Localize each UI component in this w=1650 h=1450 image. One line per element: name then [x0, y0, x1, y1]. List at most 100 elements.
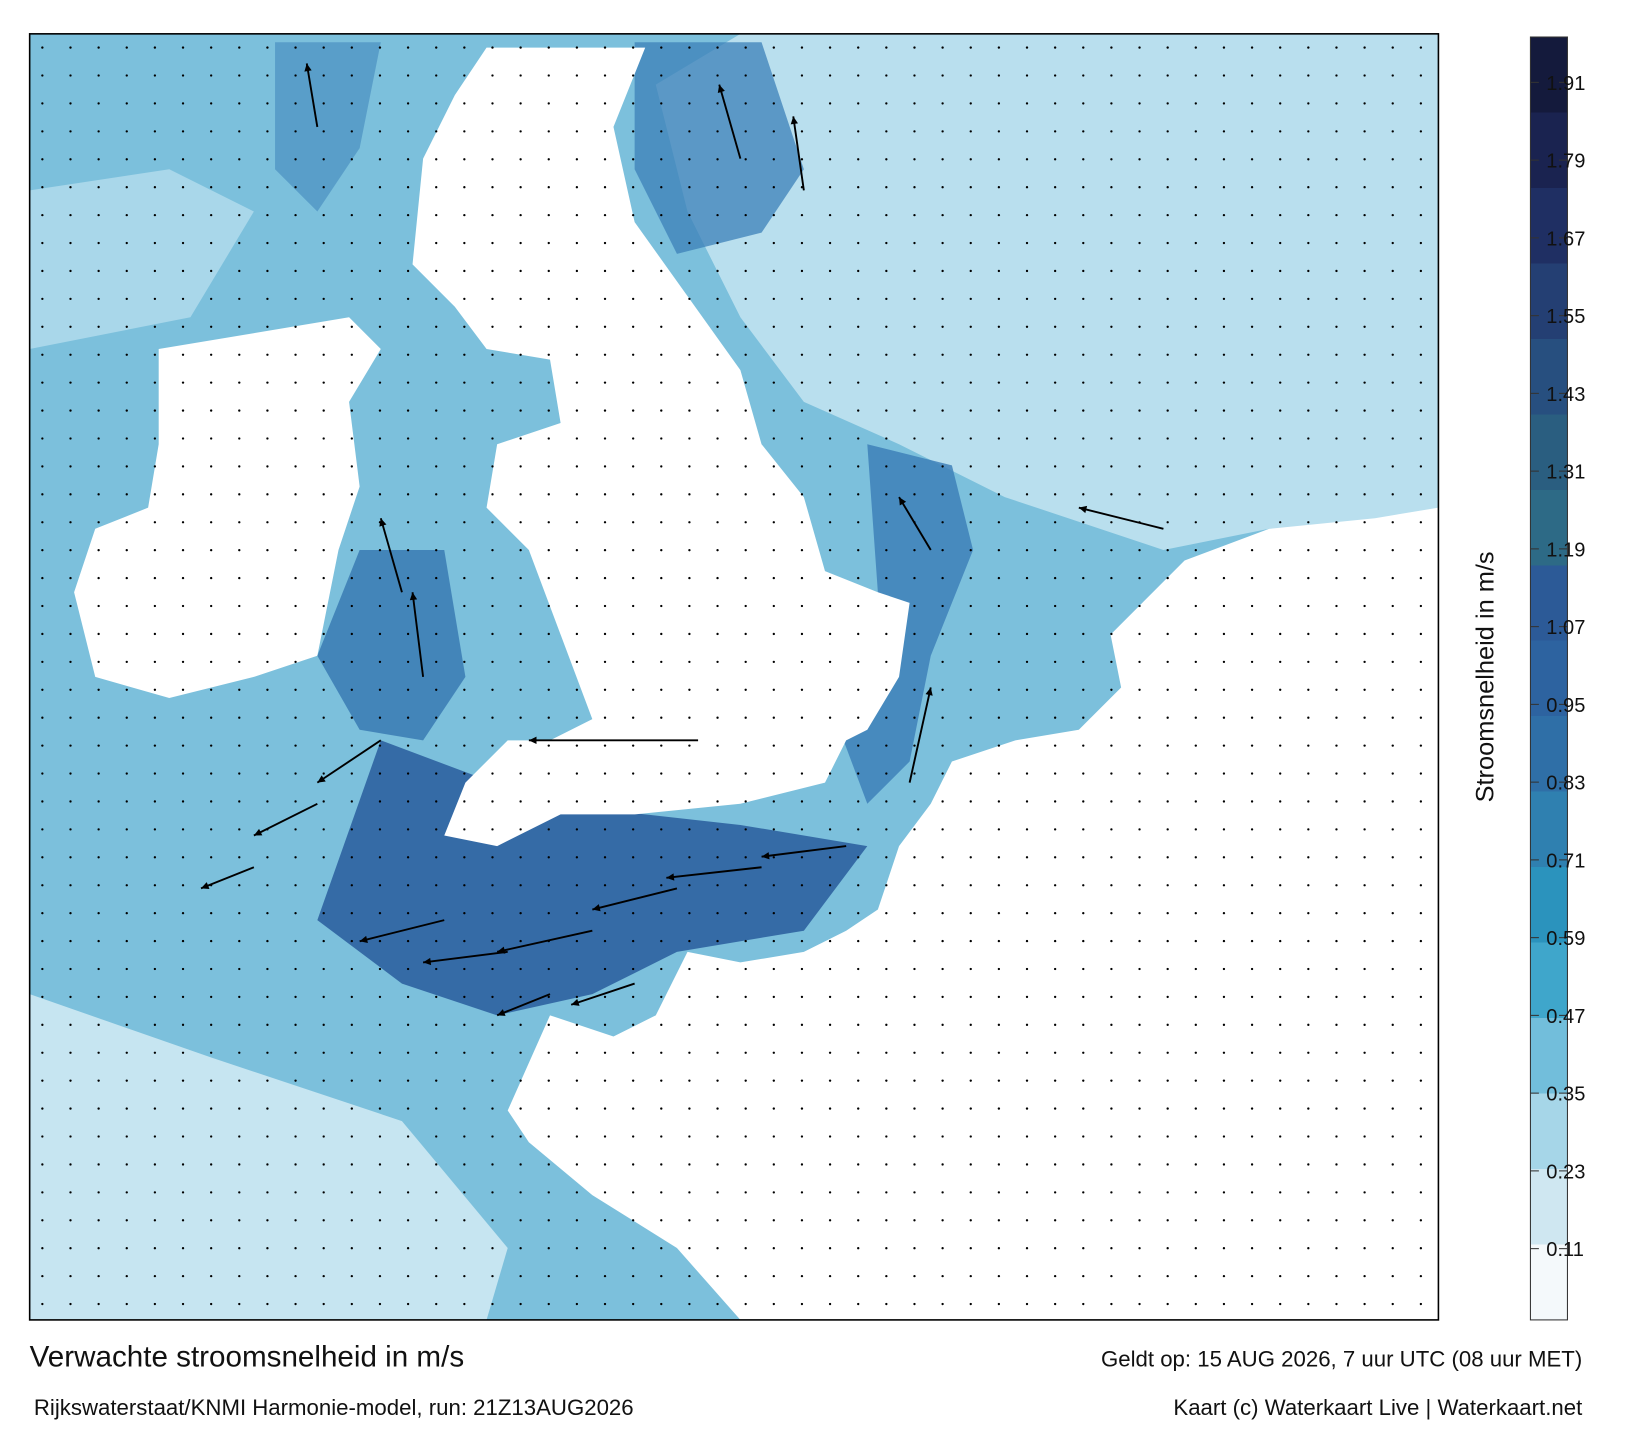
grid-dot: [547, 102, 550, 105]
grid-dot: [519, 325, 522, 328]
grid-dot: [1025, 102, 1029, 105]
grid-dot: [1138, 158, 1141, 161]
grid-dot: [828, 716, 832, 719]
grid-dot: [800, 1302, 804, 1306]
grid-dot: [631, 744, 635, 747]
grid-dot: [1110, 213, 1113, 217]
grid-dot: [97, 549, 100, 552]
grid-dot: [406, 1163, 410, 1166]
grid-dot: [1053, 213, 1057, 217]
grid-dot: [603, 856, 607, 859]
grid-dot: [603, 716, 607, 719]
grid-dot: [266, 884, 269, 887]
grid-dot: [660, 967, 663, 971]
grid-dot: [547, 995, 550, 999]
grid-dot: [1166, 325, 1169, 328]
grid-dot: [997, 297, 1001, 301]
grid-dot: [125, 1079, 128, 1082]
grid-dot: [603, 688, 607, 691]
grid-dot: [660, 241, 663, 245]
grid-dot: [688, 1023, 691, 1026]
grid-dot: [1391, 939, 1394, 943]
grid-dot: [969, 1274, 972, 1278]
grid-dot: [435, 521, 438, 524]
grid-dot: [209, 1274, 213, 1278]
grid-dot: [1025, 716, 1029, 719]
grid-dot: [125, 437, 128, 440]
grid-dot: [125, 800, 128, 803]
grid-dot: [491, 381, 494, 384]
grid-dot: [1082, 911, 1085, 915]
grid-dot: [153, 46, 157, 49]
grid-dot: [350, 1079, 353, 1082]
grid-dot: [660, 1079, 663, 1082]
grid-dot: [1138, 1135, 1141, 1138]
grid-dot: [1194, 1191, 1197, 1194]
grid-dot: [772, 241, 775, 245]
grid-dot: [1363, 772, 1366, 775]
grid-dot: [969, 158, 972, 161]
grid-dot: [322, 437, 325, 440]
grid-dot: [238, 995, 241, 999]
grid-dot: [1391, 688, 1394, 691]
grid-dot: [660, 939, 663, 943]
grid-dot: [716, 74, 719, 77]
grid-dot: [125, 213, 128, 217]
arrow-shaft: [411, 592, 425, 677]
grid-dot: [716, 325, 719, 328]
grid-dot: [463, 604, 466, 608]
grid-dot: [1194, 269, 1197, 273]
grid-dot: [1279, 102, 1282, 105]
grid-dot: [772, 353, 775, 356]
grid-dot: [1222, 186, 1226, 189]
grid-dot: [828, 381, 832, 384]
grid-dot: [378, 46, 382, 49]
grid-dot: [1335, 660, 1338, 664]
grid-dot: [575, 1051, 579, 1054]
grid-dot: [69, 856, 72, 859]
grid-dot: [547, 660, 550, 664]
grid-dot: [350, 158, 353, 161]
grid-dot: [519, 688, 522, 691]
grid-dot: [41, 465, 44, 468]
grid-dot: [491, 269, 494, 273]
grid-dot: [1110, 995, 1113, 999]
grid-dot: [744, 967, 747, 971]
grid-dot: [857, 632, 860, 636]
grid-dot: [857, 381, 860, 384]
grid-dot: [857, 130, 860, 133]
grid-dot: [97, 353, 100, 356]
grid-dot: [125, 576, 128, 580]
grid-dot: [1110, 74, 1113, 77]
grid-dot: [575, 1274, 579, 1278]
grid-dot: [744, 1051, 747, 1054]
grid-dot: [1419, 856, 1423, 859]
grid-dot: [463, 213, 466, 217]
grid-dot: [294, 213, 297, 217]
grid-dot: [153, 995, 157, 999]
grid-dot: [435, 939, 438, 943]
grid-dot: [1307, 409, 1310, 412]
grid-dot: [125, 828, 128, 831]
grid-dot: [688, 688, 691, 691]
grid-dot: [969, 995, 972, 999]
grid-dot: [463, 967, 466, 971]
grid-dot: [1053, 828, 1057, 831]
grid-dot: [1053, 1107, 1057, 1110]
grid-dot: [969, 269, 972, 273]
grid-dot: [1250, 911, 1254, 915]
grid-dot: [406, 688, 410, 691]
grid-dot: [322, 1135, 325, 1138]
grid-dot: [828, 186, 832, 189]
grid-dot: [1194, 1219, 1197, 1222]
grid-dot: [716, 297, 719, 301]
grid-dot: [463, 1135, 466, 1138]
grid-dot: [1166, 493, 1169, 496]
grid-dot: [631, 297, 635, 301]
colorbar-tick-label: 1.55: [1546, 306, 1585, 328]
grid-dot: [294, 269, 297, 273]
arrow-shaft: [496, 993, 551, 1017]
grid-dot: [294, 1163, 297, 1166]
grid-dot: [294, 158, 297, 161]
